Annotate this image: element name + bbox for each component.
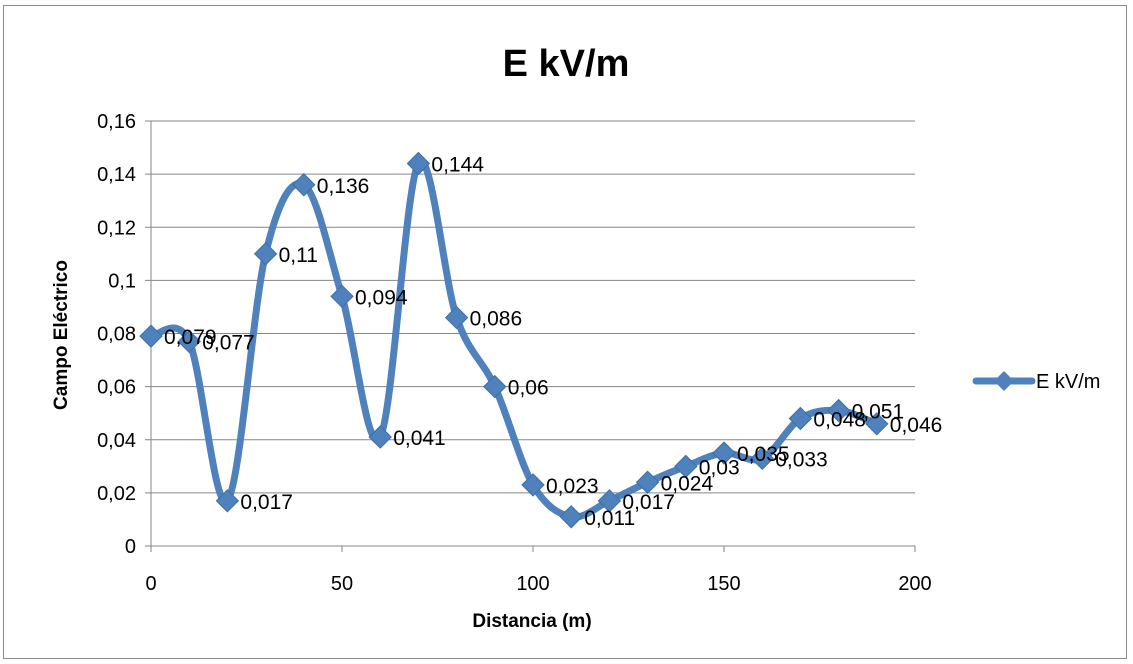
data-point — [253, 242, 278, 266]
y-tick-label: 0,1 — [108, 270, 136, 292]
data-point — [444, 305, 469, 330]
data-label: 0,017 — [240, 491, 293, 514]
data-point — [865, 412, 889, 436]
data-label: 0,017 — [622, 491, 675, 514]
data-point — [368, 425, 392, 449]
data-label: 0,041 — [393, 427, 446, 450]
data-label: 0,033 — [775, 448, 828, 471]
data-point — [559, 505, 583, 529]
data-label: 0,046 — [890, 414, 943, 437]
data-label: 0,077 — [202, 331, 255, 354]
legend-label: E kV/m — [1036, 371, 1100, 393]
data-point — [788, 406, 813, 431]
legend-marker — [994, 371, 1014, 391]
data-point — [292, 173, 316, 197]
data-point — [139, 324, 163, 348]
data-label: 0,051 — [852, 401, 905, 424]
y-tick-label: 0,12 — [97, 217, 136, 239]
data-point — [597, 489, 622, 513]
x-axis-title: Distancia (m) — [472, 611, 591, 632]
data-point — [635, 470, 660, 494]
chart-title: E kV/m — [503, 43, 630, 85]
y-tick-label: 0,02 — [97, 483, 136, 505]
data-label: 0,079 — [164, 326, 217, 349]
data-label: 0,03 — [699, 456, 740, 479]
data-point — [674, 454, 698, 479]
data-label: 0,11 — [279, 244, 318, 267]
data-point — [521, 473, 545, 497]
x-tick-labels: 0 50 100 150 200 — [145, 573, 931, 595]
x-tick-label: 200 — [898, 573, 931, 595]
data-point — [750, 446, 774, 471]
data-point — [826, 398, 851, 423]
data-point — [330, 284, 354, 309]
data-label: 0,024 — [661, 472, 714, 495]
data-label: 0,023 — [546, 475, 599, 498]
x-tick-label: 50 — [331, 573, 353, 595]
y-tick-label: 0,04 — [97, 430, 136, 452]
data-point — [483, 374, 507, 399]
x-tick-label: 100 — [516, 573, 549, 595]
data-label: 0,06 — [508, 377, 549, 400]
data-label: 0,094 — [355, 286, 408, 309]
data-point — [406, 151, 431, 176]
data-label: 0,011 — [584, 507, 635, 530]
y-tick-label: 0,08 — [97, 324, 136, 346]
x-tick-label: 150 — [707, 573, 740, 595]
y-axis-title: Campo Eléctrico — [51, 260, 72, 410]
data-label: 0,136 — [317, 175, 370, 198]
legend: E kV/m — [972, 371, 1100, 393]
y-tick-label: 0,14 — [97, 164, 136, 186]
data-label: 0,144 — [431, 154, 484, 177]
y-tick-labels: 0 0,02 0,04 0,06 0,08 0,1 0,12 0,14 0,16 — [97, 111, 136, 558]
data-point — [177, 329, 201, 354]
x-tick-label: 0 — [145, 573, 156, 595]
y-tick-label: 0,16 — [97, 111, 136, 133]
data-label: 0,048 — [813, 409, 866, 432]
data-label: 0,086 — [470, 308, 523, 331]
gridlines — [151, 120, 915, 494]
data-label: 0,035 — [737, 443, 790, 466]
data-point — [712, 441, 736, 465]
series-layer — [139, 151, 889, 529]
y-tick-label: 0,06 — [97, 377, 136, 399]
data-point — [215, 489, 240, 513]
y-tick-label: 0 — [125, 536, 136, 558]
